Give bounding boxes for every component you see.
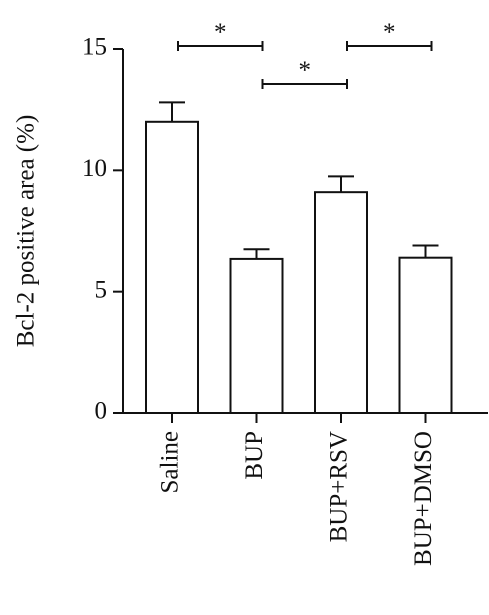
significance-label: * (299, 57, 312, 84)
x-tick-label: BUP (241, 431, 268, 480)
bar (145, 120, 199, 415)
y-tick-label: 15 (82, 34, 107, 61)
x-tick-label: BUP+RSV (326, 431, 353, 542)
x-tick-label: Saline (157, 431, 184, 494)
bar (398, 256, 453, 414)
y-tick-label: 5 (95, 276, 108, 303)
bar (229, 257, 284, 415)
bar (314, 191, 368, 414)
x-tick-label: BUP+DMSO (410, 431, 437, 566)
y-tick-label: 0 (95, 398, 108, 425)
y-tick-label: 10 (82, 155, 107, 182)
significance-label: * (214, 19, 227, 46)
significance-label: * (383, 19, 396, 46)
y-axis-label: Bcl-2 positive area (%) (13, 115, 40, 348)
